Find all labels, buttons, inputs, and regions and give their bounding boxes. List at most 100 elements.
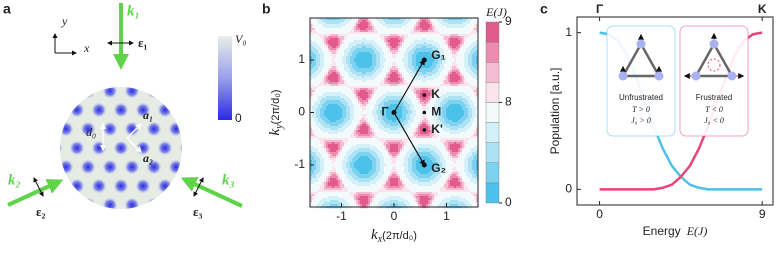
field-cell — [316, 66, 318, 68]
field-cell — [364, 20, 366, 22]
field-cell — [378, 66, 380, 68]
field-cell — [338, 140, 340, 142]
field-cell — [382, 136, 384, 138]
field-cell — [360, 146, 362, 148]
field-cell — [338, 134, 340, 136]
field-cell — [364, 124, 366, 126]
field-cell — [390, 204, 392, 206]
field-cell — [356, 188, 358, 190]
field-cell — [394, 144, 396, 146]
field-cell — [408, 190, 410, 192]
field-cell — [402, 196, 404, 198]
field-cell — [410, 78, 412, 80]
field-cell — [334, 178, 336, 180]
field-cell — [320, 76, 322, 78]
field-cell — [312, 134, 314, 136]
field-cell — [388, 62, 390, 64]
field-cell — [322, 180, 324, 182]
field-cell — [372, 108, 374, 110]
field-cell — [394, 196, 396, 198]
field-cell — [368, 176, 370, 178]
field-cell — [314, 116, 316, 118]
field-cell — [322, 132, 324, 134]
field-cell — [378, 198, 380, 200]
field-cell — [390, 38, 392, 40]
field-cell — [320, 40, 322, 42]
field-cell — [368, 140, 370, 142]
field-cell — [344, 84, 346, 86]
field-cell — [324, 166, 326, 168]
lattice-site — [124, 83, 140, 99]
field-cell — [354, 194, 356, 196]
field-cell — [392, 174, 394, 176]
field-cell — [410, 70, 412, 72]
field-cell — [350, 124, 352, 126]
field-cell — [316, 178, 318, 180]
field-cell — [412, 20, 414, 22]
field-cell — [336, 116, 338, 118]
field-cell — [380, 52, 382, 54]
field-cell — [316, 158, 318, 160]
field-cell — [338, 54, 340, 56]
field-cell — [318, 176, 320, 178]
field-cell — [388, 166, 390, 168]
field-cell — [372, 196, 374, 198]
field-cell — [360, 68, 362, 70]
field-cell — [316, 58, 318, 60]
field-cell — [312, 148, 314, 150]
field-cell — [346, 158, 348, 160]
field-cell — [384, 34, 386, 36]
field-cell — [328, 86, 330, 88]
field-cell — [318, 32, 320, 34]
field-cell — [362, 66, 364, 68]
field-cell — [322, 144, 324, 146]
field-cell — [330, 142, 332, 144]
field-cell — [334, 166, 336, 168]
field-cell — [316, 110, 318, 112]
field-cell — [326, 150, 328, 152]
field-cell — [318, 166, 320, 168]
field-cell — [400, 156, 402, 158]
field-cell — [378, 144, 380, 146]
field-cell — [384, 186, 386, 188]
field-cell — [328, 80, 330, 82]
field-cell — [368, 86, 370, 88]
field-cell — [356, 72, 358, 74]
field-cell — [336, 202, 338, 204]
field-cell — [342, 158, 344, 160]
field-cell — [404, 34, 406, 36]
field-cell — [374, 62, 376, 64]
field-cell — [366, 124, 368, 126]
field-cell — [408, 112, 410, 114]
field-cell — [332, 114, 334, 116]
field-cell — [346, 98, 348, 100]
field-cell — [360, 76, 362, 78]
field-cell — [388, 22, 390, 24]
field-cell — [346, 140, 348, 142]
field-cell — [370, 102, 372, 104]
field-cell — [352, 78, 354, 80]
field-cell — [376, 144, 378, 146]
field-cell — [324, 98, 326, 100]
field-cell — [320, 164, 322, 166]
field-cell — [376, 138, 378, 140]
field-cell — [362, 152, 364, 154]
field-cell — [362, 82, 364, 84]
field-cell — [344, 174, 346, 176]
field-cell — [382, 184, 384, 186]
field-cell — [382, 148, 384, 150]
field-cell — [372, 112, 374, 114]
field-cell — [316, 20, 318, 22]
field-cell — [330, 194, 332, 196]
field-cell — [386, 192, 388, 194]
field-cell — [318, 188, 320, 190]
field-cell — [312, 176, 314, 178]
field-cell — [356, 82, 358, 84]
field-cell — [352, 66, 354, 68]
field-cell — [326, 112, 328, 114]
field-cell — [348, 146, 350, 148]
field-cell — [340, 96, 342, 98]
field-cell — [380, 184, 382, 186]
field-cell — [312, 110, 314, 112]
field-cell — [342, 204, 344, 206]
